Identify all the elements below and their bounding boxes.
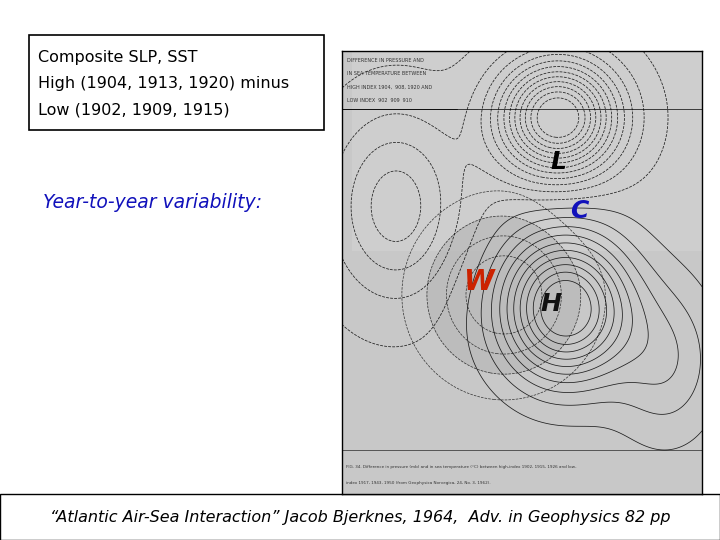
Text: Composite SLP, SST: Composite SLP, SST (38, 50, 198, 65)
Bar (29, 35, 324, 130)
Text: Low (1902, 1909, 1915): Low (1902, 1909, 1915) (38, 102, 230, 117)
Text: IN SEA TEMPERATURE BETWEEN: IN SEA TEMPERATURE BETWEEN (347, 71, 427, 76)
Text: DIFFERENCE IN PRESSURE AND: DIFFERENCE IN PRESSURE AND (347, 58, 424, 63)
Bar (352, 51, 702, 251)
Text: HIGH INDEX 1904,  908, 1920 AND: HIGH INDEX 1904, 908, 1920 AND (347, 84, 433, 90)
Text: Year-to-year variability:: Year-to-year variability: (43, 193, 262, 212)
Text: index 1917, 1943, 1950 (from Geophysica Norvegica, 24, No. 3, 1962).: index 1917, 1943, 1950 (from Geophysica … (346, 481, 490, 485)
Text: H: H (541, 292, 561, 316)
Text: High (1904, 1913, 1920) minus: High (1904, 1913, 1920) minus (38, 76, 289, 91)
Bar (0, 494, 720, 540)
Text: “Atlantic Air-Sea Interaction” Jacob Bjerknes, 1964,  Adv. in Geophysics 82 pp: “Atlantic Air-Sea Interaction” Jacob Bje… (50, 510, 670, 525)
Text: L: L (550, 150, 566, 174)
Text: LOW INDEX  902  909  910: LOW INDEX 902 909 910 (347, 98, 413, 103)
Text: FIG. 34. Difference in pressure (mb) and in sea temperature (°C) between high-in: FIG. 34. Difference in pressure (mb) and… (346, 465, 576, 469)
Text: C: C (570, 199, 589, 222)
Text: W: W (464, 267, 494, 295)
